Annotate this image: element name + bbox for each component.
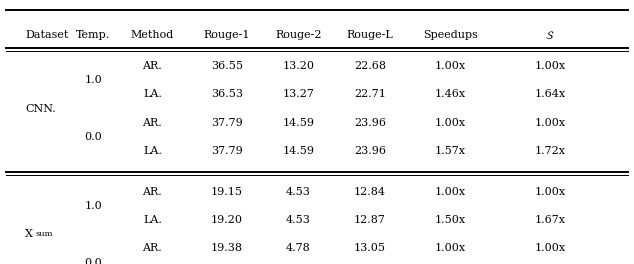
Text: Speedups: Speedups [423,30,478,40]
Text: Dataset: Dataset [25,30,68,40]
Text: 4.78: 4.78 [286,243,311,253]
Text: 36.55: 36.55 [211,61,243,71]
Text: 13.20: 13.20 [282,61,314,71]
Text: 1.00x: 1.00x [534,61,566,71]
Text: 1.50x: 1.50x [435,215,466,225]
Text: 1.0: 1.0 [84,201,102,211]
Text: 36.53: 36.53 [211,89,243,100]
Text: 14.59: 14.59 [282,118,314,128]
Text: 1.00x: 1.00x [534,243,566,253]
Text: LA.: LA. [143,215,162,225]
Text: 1.0: 1.0 [84,75,102,85]
Text: Rouge-L: Rouge-L [346,30,393,40]
Text: 23.96: 23.96 [354,147,386,156]
Text: Rouge-1: Rouge-1 [204,30,250,40]
Text: 1.64x: 1.64x [534,89,566,100]
Text: Method: Method [131,30,174,40]
Text: AR.: AR. [143,118,162,128]
Text: LA.: LA. [143,147,162,156]
Text: 4.53: 4.53 [286,186,311,196]
Text: 1.00x: 1.00x [534,118,566,128]
Text: CNN.: CNN. [25,104,56,114]
Text: 23.96: 23.96 [354,118,386,128]
Text: 19.20: 19.20 [211,215,243,225]
Text: 1.00x: 1.00x [435,186,466,196]
Text: 1.00x: 1.00x [435,118,466,128]
Text: 1.72x: 1.72x [534,147,566,156]
Text: AR.: AR. [143,186,162,196]
Text: 1.57x: 1.57x [435,147,466,156]
Text: 0.0: 0.0 [84,258,102,264]
Text: 19.38: 19.38 [211,243,243,253]
Text: $\mathcal{S}$: $\mathcal{S}$ [545,29,555,41]
Text: AR.: AR. [143,61,162,71]
Text: 13.05: 13.05 [354,243,386,253]
Text: 1.00x: 1.00x [435,243,466,253]
Text: 37.79: 37.79 [211,147,243,156]
Text: AR.: AR. [143,243,162,253]
Text: 22.68: 22.68 [354,61,386,71]
Text: Temp.: Temp. [76,30,110,40]
Text: 13.27: 13.27 [282,89,314,100]
Text: 22.71: 22.71 [354,89,385,100]
Text: 19.15: 19.15 [211,186,243,196]
Text: LA.: LA. [143,89,162,100]
Text: 4.53: 4.53 [286,215,311,225]
Text: 12.87: 12.87 [354,215,385,225]
Text: X: X [25,229,33,239]
Text: 1.46x: 1.46x [435,89,466,100]
Text: sum: sum [36,230,53,238]
Text: 1.00x: 1.00x [534,186,566,196]
Text: 12.84: 12.84 [354,186,386,196]
Text: 1.00x: 1.00x [435,61,466,71]
Text: 1.67x: 1.67x [534,215,566,225]
Text: 0.0: 0.0 [84,132,102,142]
Text: 14.59: 14.59 [282,147,314,156]
Text: 37.79: 37.79 [211,118,243,128]
Text: Rouge-2: Rouge-2 [275,30,321,40]
